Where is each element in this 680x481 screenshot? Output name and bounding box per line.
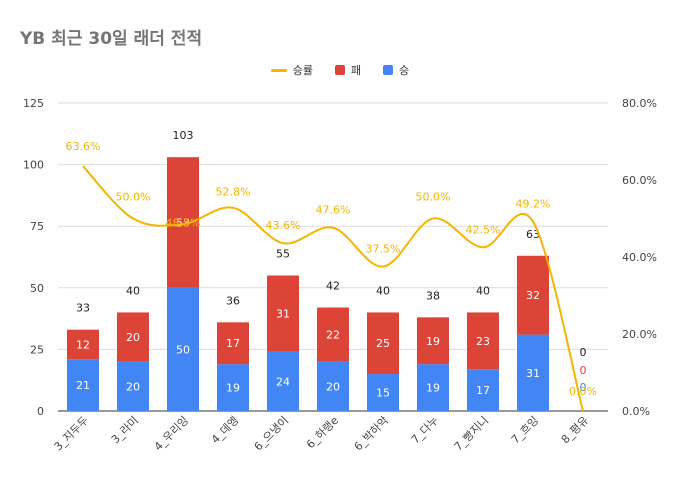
winrate-point-label: 48.5%	[166, 216, 201, 229]
winrate-point-label: 0.0%	[569, 385, 597, 398]
x-tick-label: 8_평유	[559, 414, 591, 446]
winrate-point-label: 43.6%	[266, 219, 301, 232]
chart-title: YB 최근 30일 래더 전적	[20, 29, 203, 49]
y-left-tick-label: 0	[37, 405, 44, 418]
bar-total-label: 55	[276, 247, 290, 260]
bar-total-label: 40	[476, 284, 490, 297]
bar-loss-label: 19	[426, 335, 440, 348]
y-left-tick-label: 100	[23, 159, 44, 172]
y-right-tick-label: 20.0%	[622, 328, 657, 341]
x-tick-label: 6_하랭e	[303, 413, 341, 451]
bar-loss	[517, 255, 549, 335]
x-tick-label: 6_으냉이	[252, 414, 291, 453]
bar-loss-label: 0	[580, 364, 587, 377]
bar-total-label: 33	[76, 302, 90, 315]
legend-item-win: 승	[383, 62, 409, 78]
bar-loss-label: 32	[526, 289, 540, 302]
bar-total-label: 0	[580, 346, 587, 359]
bar-win-label: 0	[580, 381, 587, 394]
bar-win-label: 31	[526, 367, 540, 380]
y-left-tick-label: 125	[23, 97, 44, 110]
x-tick-label: 7_빵지니	[452, 414, 491, 453]
x-tick-label: 3_지두두	[52, 414, 91, 453]
bar-win-label: 21	[76, 379, 90, 392]
y-right-tick-label: 80.0%	[622, 97, 657, 110]
bar-total-label: 36	[226, 294, 240, 307]
winrate-point-label: 50.0%	[116, 191, 151, 204]
y-right-tick-label: 0.0%	[622, 405, 650, 418]
bar-win	[467, 369, 499, 411]
legend-label-winrate: 승률	[292, 64, 313, 77]
bar-win	[517, 334, 549, 411]
bar-loss	[367, 312, 399, 375]
bar-total-label: 40	[126, 284, 140, 297]
bar-loss-label: 53	[176, 217, 190, 230]
y-right-tick-label: 60.0%	[622, 174, 657, 187]
bar-win-label: 20	[126, 380, 140, 393]
bar-loss-label: 20	[126, 331, 140, 344]
legend-label-win: 승	[399, 64, 410, 77]
bar-win-label: 17	[476, 384, 490, 397]
legend-item-winrate: 승률	[270, 62, 313, 78]
bar-win-label: 20	[326, 380, 340, 393]
y-right-tick-label: 40.0%	[622, 251, 657, 264]
bar-win-label: 24	[276, 375, 290, 388]
x-tick-label: 7_다누	[409, 414, 441, 446]
bar-loss-label: 31	[276, 308, 290, 321]
winrate-point-label: 47.6%	[316, 204, 351, 217]
bar-loss-label: 25	[376, 337, 390, 350]
bar-total-label: 103	[173, 129, 194, 142]
bar-total-label: 38	[426, 289, 440, 302]
bar-loss-label: 22	[326, 329, 340, 342]
bar-loss	[267, 275, 299, 352]
bar-loss-label: 23	[476, 335, 490, 348]
bar-loss	[217, 322, 249, 365]
y-left-tick-label: 75	[30, 220, 44, 233]
bar-win-label: 15	[376, 387, 390, 400]
y-left-tick-label: 50	[30, 282, 44, 295]
winrate-line	[82, 165, 584, 412]
bar-win	[267, 351, 299, 411]
legend: 승률 패 승	[0, 62, 680, 78]
bar-total-label: 40	[376, 284, 390, 297]
x-tick-label: 4_우리잉	[152, 414, 191, 453]
bar-win-label: 19	[426, 382, 440, 395]
winrate-point-label: 50.0%	[416, 191, 451, 204]
bar-loss-label: 12	[76, 338, 90, 351]
legend-swatch-loss	[335, 65, 345, 75]
winrate-point-label: 42.5%	[466, 223, 501, 236]
legend-label-loss: 패	[351, 64, 362, 77]
legend-swatch-winrate	[270, 68, 287, 72]
winrate-point-label: 63.6%	[66, 140, 101, 153]
winrate-point-label: 49.2%	[516, 198, 551, 211]
bar-loss	[167, 157, 199, 288]
bar-win	[167, 287, 199, 411]
bar-win	[217, 364, 249, 411]
winrate-point-label: 37.5%	[366, 243, 401, 256]
bar-win-label: 50	[176, 343, 190, 356]
x-tick-label: 7_흐잉	[509, 414, 541, 446]
bar-win	[317, 361, 349, 411]
bar-win	[67, 359, 99, 411]
legend-item-loss: 패	[335, 62, 361, 78]
bar-win	[417, 364, 449, 411]
x-tick-label: 4_데엥	[209, 414, 241, 446]
bar-loss-label: 17	[226, 337, 240, 350]
bar-total-label: 42	[326, 280, 340, 293]
bar-loss	[117, 312, 149, 362]
bar-loss	[417, 317, 449, 365]
y-left-tick-label: 25	[30, 343, 44, 356]
bar-loss	[467, 312, 499, 370]
x-tick-label: 6_박하악	[351, 413, 391, 453]
bar-loss	[317, 307, 349, 362]
bar-loss	[67, 329, 99, 360]
x-tick-label: 3_라미	[109, 414, 141, 446]
bar-win-label: 19	[226, 382, 240, 395]
bar-win	[367, 374, 399, 411]
bar-win	[117, 361, 149, 411]
winrate-point-label: 52.8%	[216, 186, 251, 199]
legend-swatch-win	[383, 65, 394, 75]
